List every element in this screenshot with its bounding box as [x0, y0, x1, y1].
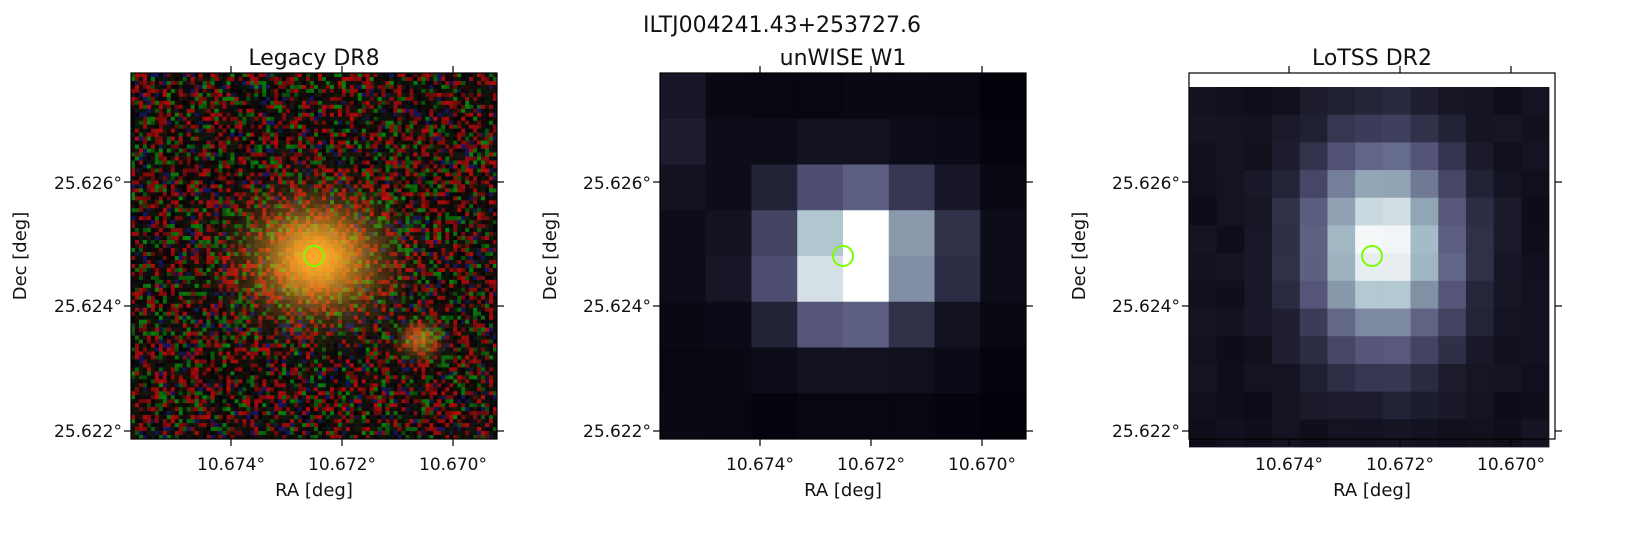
ytick-label: 25.626° [54, 174, 122, 194]
panel-legacy: Legacy DR8 10.674° 10.672° 10.670° 25.62… [10, 46, 504, 501]
x-axis-label: RA [deg] [275, 480, 353, 501]
source-marker [832, 245, 854, 267]
ytick-label: 25.622° [583, 422, 651, 442]
panel-lotss: LoTSS DR2 10.674° 10.672° 10.670° 25.626… [1069, 46, 1562, 501]
source-marker [1361, 245, 1383, 267]
xtick-label: 10.674° [726, 455, 794, 475]
lotss-image [1189, 73, 1555, 448]
axis-ticks [124, 66, 504, 446]
ytick-label: 25.626° [1112, 174, 1180, 194]
legacy-image [131, 73, 498, 440]
x-axis-label: RA [deg] [1333, 480, 1411, 501]
unwise-image [660, 73, 1027, 440]
panel-title: LoTSS DR2 [1312, 46, 1432, 71]
xtick-label: 10.670° [948, 455, 1016, 475]
axis-ticks [1182, 66, 1562, 446]
ytick-label: 25.622° [1112, 422, 1180, 442]
y-axis-label: Dec [deg] [10, 212, 31, 301]
figure-title: ILTJ004241.43+253727.6 [643, 13, 921, 38]
xtick-label: 10.674° [1255, 455, 1323, 475]
ytick-label: 25.622° [54, 422, 122, 442]
xtick-label: 10.672° [837, 455, 905, 475]
ytick-label: 25.624° [583, 297, 651, 317]
xtick-label: 10.670° [1477, 455, 1545, 475]
axes-frame [130, 72, 498, 440]
xtick-label: 10.672° [308, 455, 376, 475]
x-axis-label: RA [deg] [804, 480, 882, 501]
ytick-label: 25.626° [583, 174, 651, 194]
axis-ticks [653, 66, 1033, 446]
xtick-label: 10.674° [197, 455, 265, 475]
source-marker [303, 245, 325, 267]
panel-title: unWISE W1 [780, 46, 907, 71]
y-axis-label: Dec [deg] [540, 212, 561, 301]
panel-title: Legacy DR8 [248, 46, 379, 71]
panel-unwise: unWISE W1 10.674° 10.672° 10.670° 25.626… [540, 46, 1033, 501]
xtick-label: 10.670° [419, 455, 487, 475]
axes-frame [1188, 72, 1556, 440]
ytick-label: 25.624° [1112, 297, 1180, 317]
y-axis-label: Dec [deg] [1069, 212, 1090, 301]
ytick-label: 25.624° [54, 297, 122, 317]
xtick-label: 10.672° [1366, 455, 1434, 475]
axes-frame [659, 72, 1027, 440]
